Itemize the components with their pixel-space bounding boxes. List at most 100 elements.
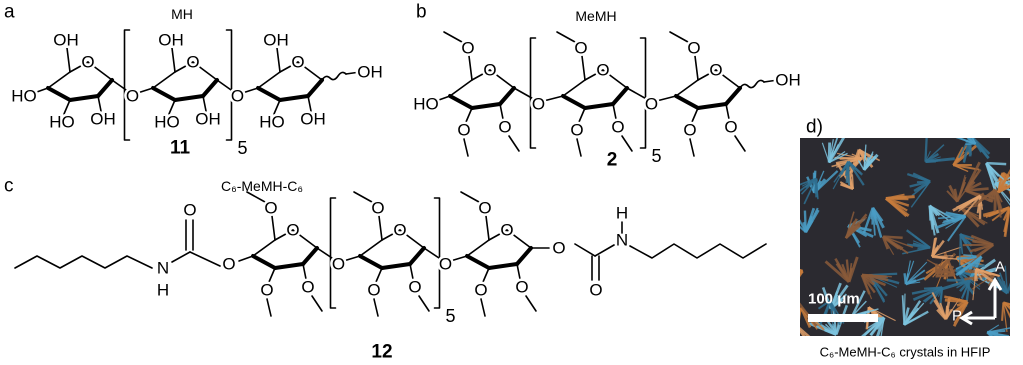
streak <box>966 138 976 145</box>
atom-label: O <box>532 95 545 114</box>
streak <box>961 195 982 218</box>
bond <box>66 47 71 73</box>
streak <box>931 291 947 320</box>
streak <box>965 187 989 192</box>
streak <box>974 244 994 252</box>
atom-label: O <box>709 61 722 80</box>
bond <box>136 87 154 94</box>
atom-label: O <box>611 118 624 137</box>
streak <box>863 144 867 170</box>
streak <box>845 259 851 283</box>
streak <box>935 252 957 276</box>
bond <box>171 251 191 263</box>
scale-bar-label: 100 μm <box>808 291 860 308</box>
bond <box>271 215 276 241</box>
streak <box>985 162 1008 184</box>
bond <box>306 78 324 98</box>
bond <box>471 69 491 81</box>
streak <box>960 207 980 228</box>
repeat-bracket <box>433 197 441 309</box>
streak <box>784 301 797 325</box>
bond <box>576 138 582 157</box>
streak <box>794 325 795 349</box>
bond <box>485 215 490 241</box>
bond <box>307 95 312 112</box>
bond <box>715 69 741 89</box>
bond <box>508 135 520 152</box>
streak <box>1011 302 1023 304</box>
atom-label: O <box>687 39 700 58</box>
streak <box>905 277 925 285</box>
bond <box>174 61 194 73</box>
bond <box>489 69 515 89</box>
streak <box>800 219 807 233</box>
streak <box>947 215 967 242</box>
atom-label: HO <box>11 87 37 106</box>
streak <box>800 307 802 321</box>
atom-label: O <box>474 281 487 300</box>
streak <box>953 301 968 324</box>
streak <box>800 225 807 233</box>
bond <box>542 95 564 102</box>
streak <box>858 148 881 162</box>
streak <box>861 274 876 294</box>
bond <box>674 94 700 110</box>
atom-label: OH <box>300 110 326 129</box>
bond <box>301 246 319 266</box>
bond <box>465 254 491 270</box>
streak <box>1012 257 1023 275</box>
bond <box>375 267 383 283</box>
streak <box>781 301 798 324</box>
repeat-bracket <box>639 37 647 149</box>
bond <box>561 94 587 110</box>
streak <box>968 195 981 204</box>
bond <box>68 94 100 102</box>
streak <box>862 207 874 234</box>
streak <box>1003 207 1010 238</box>
streak <box>907 112 912 136</box>
analyzer-arrow <box>987 277 1003 318</box>
atom-label: HO <box>154 113 180 132</box>
streak <box>805 177 817 188</box>
atom-label: OH <box>357 63 383 82</box>
streak <box>948 296 968 303</box>
streak <box>916 180 931 184</box>
streak <box>839 181 854 190</box>
bond <box>87 61 113 81</box>
bond <box>171 47 176 73</box>
streak <box>1002 302 1010 317</box>
streak <box>794 301 797 321</box>
bond <box>463 138 469 157</box>
bond <box>173 94 205 102</box>
streak <box>1012 257 1023 258</box>
atom-label: H <box>157 281 169 300</box>
streak <box>800 269 803 273</box>
streak <box>800 307 803 314</box>
streak <box>1012 251 1023 257</box>
bond <box>594 244 615 257</box>
atom-label: OH <box>775 71 801 90</box>
streak <box>800 177 817 186</box>
compound-name: MH <box>171 6 193 22</box>
bond <box>238 255 254 262</box>
atom-label: H <box>616 204 628 223</box>
atom-label: O <box>515 278 528 297</box>
bond <box>97 95 102 112</box>
bond <box>151 86 177 102</box>
atom-label: O <box>332 255 345 274</box>
hexyl-chain <box>629 243 767 259</box>
hexyl-chain <box>14 255 153 269</box>
streak <box>1006 282 1010 294</box>
atom-label: OH <box>53 31 79 50</box>
bond <box>460 191 480 203</box>
atom-label: O <box>367 281 380 300</box>
streak <box>959 138 976 145</box>
bond <box>697 69 717 81</box>
bond <box>574 243 596 257</box>
compound-number: 11 <box>170 138 191 159</box>
streak <box>961 207 988 224</box>
repeat-count: 5 <box>238 138 248 158</box>
compound-number: 12 <box>371 342 392 363</box>
bond <box>612 103 617 120</box>
bond <box>252 239 276 257</box>
